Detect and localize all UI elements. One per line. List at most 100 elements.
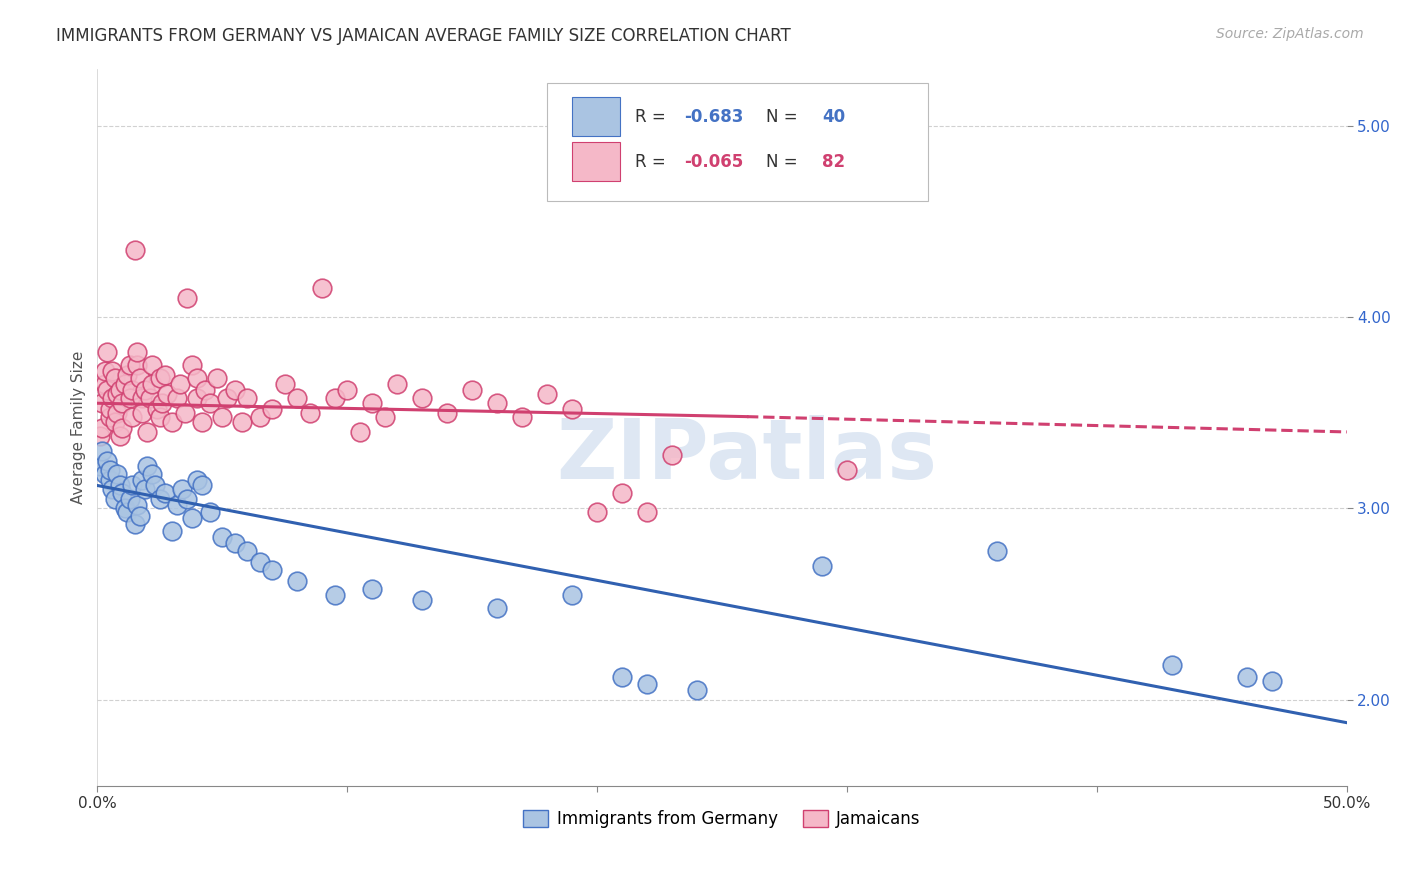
Text: R =: R = bbox=[634, 108, 671, 126]
Point bbox=[298, 406, 321, 420]
Point bbox=[91, 421, 114, 435]
Point bbox=[117, 505, 139, 519]
Point bbox=[194, 383, 217, 397]
Point bbox=[211, 409, 233, 424]
Point bbox=[361, 396, 384, 410]
Point bbox=[127, 498, 149, 512]
Y-axis label: Average Family Size: Average Family Size bbox=[72, 351, 86, 504]
Point bbox=[536, 386, 558, 401]
Point bbox=[323, 391, 346, 405]
Text: N =: N = bbox=[766, 153, 803, 170]
Point bbox=[111, 396, 134, 410]
Point bbox=[249, 409, 271, 424]
Point bbox=[173, 406, 195, 420]
Point bbox=[191, 416, 214, 430]
Point bbox=[131, 473, 153, 487]
Point bbox=[111, 421, 134, 435]
Point bbox=[114, 501, 136, 516]
Point bbox=[121, 478, 143, 492]
Point bbox=[94, 377, 117, 392]
Point bbox=[143, 478, 166, 492]
Point bbox=[198, 505, 221, 519]
Point bbox=[169, 377, 191, 392]
Point bbox=[150, 396, 173, 410]
Point bbox=[134, 483, 156, 497]
Point bbox=[387, 377, 409, 392]
Point bbox=[561, 402, 583, 417]
Point bbox=[349, 425, 371, 439]
Text: 40: 40 bbox=[823, 108, 845, 126]
Text: Source: ZipAtlas.com: Source: ZipAtlas.com bbox=[1216, 27, 1364, 41]
Point bbox=[181, 358, 204, 372]
Point bbox=[108, 383, 131, 397]
Point bbox=[176, 291, 198, 305]
Point bbox=[121, 409, 143, 424]
Point bbox=[661, 448, 683, 462]
Point bbox=[461, 383, 484, 397]
Point bbox=[105, 406, 128, 420]
Point bbox=[101, 391, 124, 405]
Point bbox=[162, 416, 184, 430]
Point bbox=[262, 402, 284, 417]
Point bbox=[98, 473, 121, 487]
Point bbox=[139, 391, 162, 405]
Point bbox=[224, 383, 246, 397]
Point bbox=[127, 344, 149, 359]
Point bbox=[411, 391, 433, 405]
Point bbox=[636, 677, 658, 691]
Text: N =: N = bbox=[766, 108, 803, 126]
Point bbox=[156, 386, 179, 401]
Point bbox=[121, 383, 143, 397]
Point bbox=[176, 491, 198, 506]
Point bbox=[586, 505, 609, 519]
Point bbox=[217, 391, 239, 405]
Point bbox=[105, 386, 128, 401]
Point bbox=[114, 377, 136, 392]
Point bbox=[181, 511, 204, 525]
Point bbox=[166, 498, 188, 512]
Point bbox=[436, 406, 458, 420]
Point bbox=[131, 391, 153, 405]
Point bbox=[94, 467, 117, 481]
Point bbox=[231, 416, 253, 430]
Point bbox=[285, 391, 308, 405]
Point bbox=[198, 396, 221, 410]
Point bbox=[117, 368, 139, 382]
Point bbox=[94, 364, 117, 378]
Point bbox=[149, 371, 172, 385]
Point bbox=[411, 593, 433, 607]
Point bbox=[136, 425, 159, 439]
Point bbox=[101, 364, 124, 378]
Point bbox=[111, 486, 134, 500]
Point bbox=[311, 281, 333, 295]
Point bbox=[191, 478, 214, 492]
Point bbox=[236, 391, 259, 405]
Text: ZIPatlas: ZIPatlas bbox=[557, 416, 938, 496]
Point bbox=[91, 396, 114, 410]
Point bbox=[98, 402, 121, 417]
Point bbox=[141, 467, 163, 481]
Point bbox=[486, 396, 509, 410]
Point bbox=[131, 406, 153, 420]
Text: R =: R = bbox=[634, 153, 671, 170]
Legend: Immigrants from Germany, Jamaicans: Immigrants from Germany, Jamaicans bbox=[517, 804, 928, 835]
Point bbox=[98, 463, 121, 477]
Point bbox=[128, 371, 150, 385]
Point bbox=[274, 377, 297, 392]
Point bbox=[1261, 673, 1284, 688]
Point bbox=[89, 459, 111, 474]
Point bbox=[98, 409, 121, 424]
Point bbox=[610, 486, 633, 500]
Point bbox=[1160, 658, 1182, 673]
FancyBboxPatch shape bbox=[572, 142, 620, 181]
Text: 82: 82 bbox=[823, 153, 845, 170]
Point bbox=[207, 371, 229, 385]
Point bbox=[986, 543, 1008, 558]
Point bbox=[149, 491, 172, 506]
Point bbox=[128, 509, 150, 524]
Point bbox=[262, 563, 284, 577]
Point bbox=[636, 505, 658, 519]
Point bbox=[149, 409, 172, 424]
Point bbox=[127, 358, 149, 372]
Text: IMMIGRANTS FROM GERMANY VS JAMAICAN AVERAGE FAMILY SIZE CORRELATION CHART: IMMIGRANTS FROM GERMANY VS JAMAICAN AVER… bbox=[56, 27, 792, 45]
